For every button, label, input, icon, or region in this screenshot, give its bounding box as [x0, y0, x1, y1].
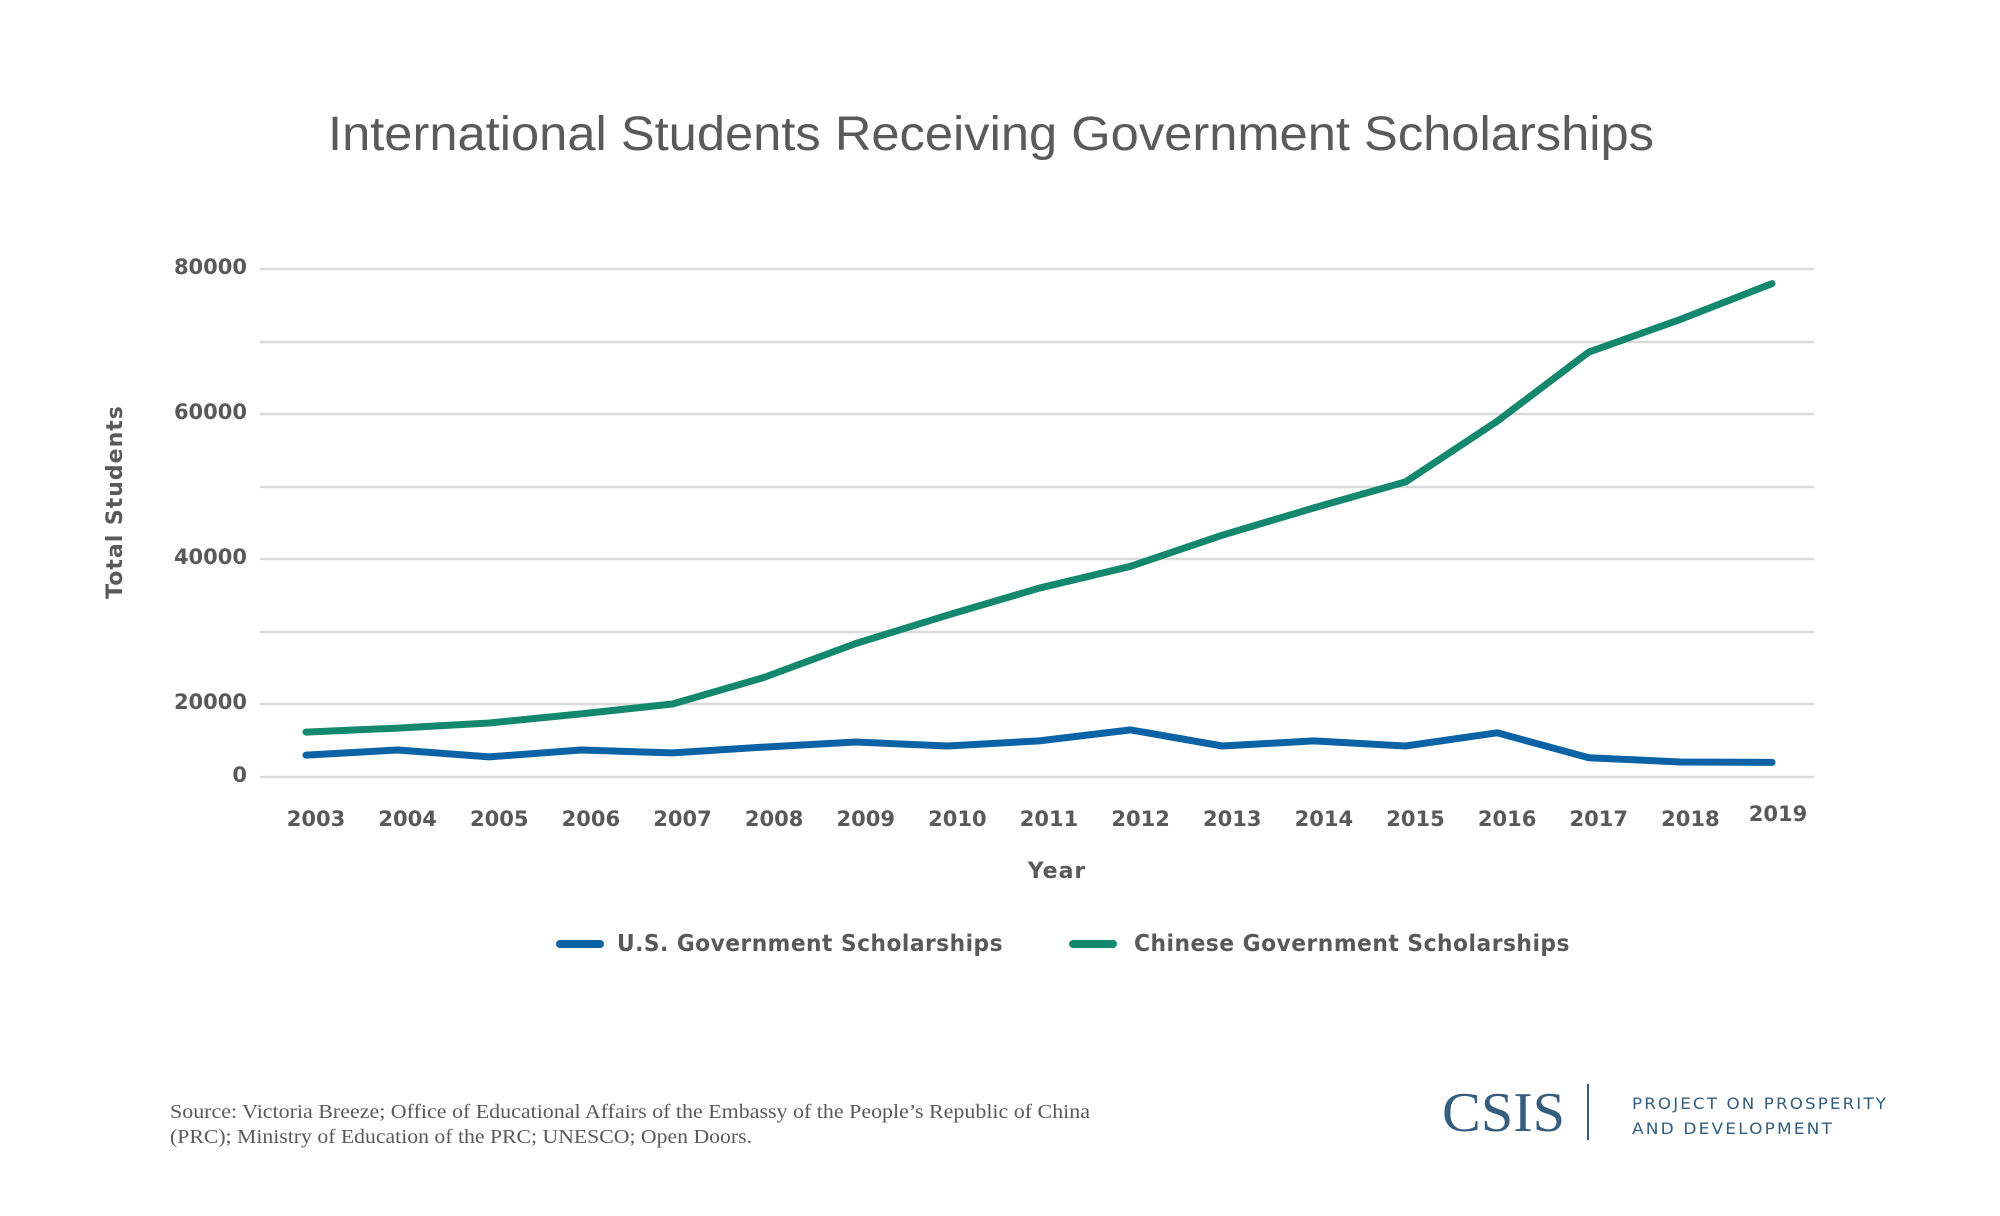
- series-line-us: [302, 726, 1776, 766]
- y-tick-label: 80000: [174, 255, 247, 279]
- source-line-2: (PRC); Ministry of Education of the PRC;…: [170, 1126, 752, 1148]
- logo-wordmark: CSIS: [1442, 1082, 1565, 1144]
- legend-item-chinese[interactable]: Chinese Government Scholarships: [1069, 931, 1570, 957]
- x-tick-label: 2003: [287, 807, 345, 831]
- y-axis-title: Total Students: [103, 405, 128, 599]
- logo-subtitle-line-1: PROJECT ON PROSPERITY: [1632, 1094, 1888, 1113]
- x-axis-title: Year: [1027, 859, 1087, 884]
- x-tick-label: 2018: [1661, 807, 1719, 831]
- source-note: Source: Victoria Breeze; Office of Educa…: [170, 1101, 1090, 1148]
- x-tick-label: 2015: [1386, 807, 1444, 831]
- csis-logo: CSIS PROJECT ON PROSPERITY AND DEVELOPME…: [1442, 1082, 1888, 1144]
- x-tick-label: 2008: [745, 807, 803, 831]
- x-tick-label: 2005: [470, 807, 528, 831]
- gridlines: [260, 267, 1814, 779]
- x-tick-label: 2013: [1203, 807, 1261, 831]
- legend-item-us[interactable]: U.S. Government Scholarships: [556, 931, 1003, 957]
- y-tick-label: 40000: [174, 545, 247, 569]
- y-axis-tick-labels: 0 20000 40000 60000 80000: [174, 255, 247, 787]
- y-tick-label: 20000: [174, 690, 247, 714]
- x-tick-label: 2016: [1478, 807, 1536, 831]
- x-tick-label: 2019: [1749, 802, 1807, 826]
- source-line-1: Source: Victoria Breeze; Office of Educa…: [170, 1101, 1090, 1123]
- x-tick-label: 2007: [653, 807, 711, 831]
- legend-label-us: U.S. Government Scholarships: [617, 931, 1003, 957]
- logo-subtitle-line-2: AND DEVELOPMENT: [1632, 1119, 1834, 1138]
- x-tick-label: 2017: [1570, 807, 1628, 831]
- x-axis-tick-labels: 2003 2004 2005 2006 2007 2008 2009 2010 2011 2012…: [287, 802, 1807, 831]
- series-lines: [302, 280, 1776, 766]
- y-tick-label: 60000: [174, 400, 247, 424]
- x-tick-label: 2011: [1020, 807, 1078, 831]
- x-tick-label: 2012: [1111, 807, 1169, 831]
- y-tick-label: 0: [232, 763, 247, 787]
- x-tick-label: 2010: [928, 807, 986, 831]
- chart-title: International Students Receiving Governm…: [328, 108, 1654, 161]
- x-tick-label: 2004: [378, 807, 436, 831]
- legend: U.S. Government Scholarships Chinese Gov…: [556, 931, 1570, 957]
- legend-label-chinese: Chinese Government Scholarships: [1134, 931, 1570, 957]
- x-tick-label: 2009: [837, 807, 895, 831]
- series-line-chinese: [302, 280, 1776, 736]
- x-tick-label: 2006: [562, 807, 620, 831]
- x-tick-label: 2014: [1295, 807, 1353, 831]
